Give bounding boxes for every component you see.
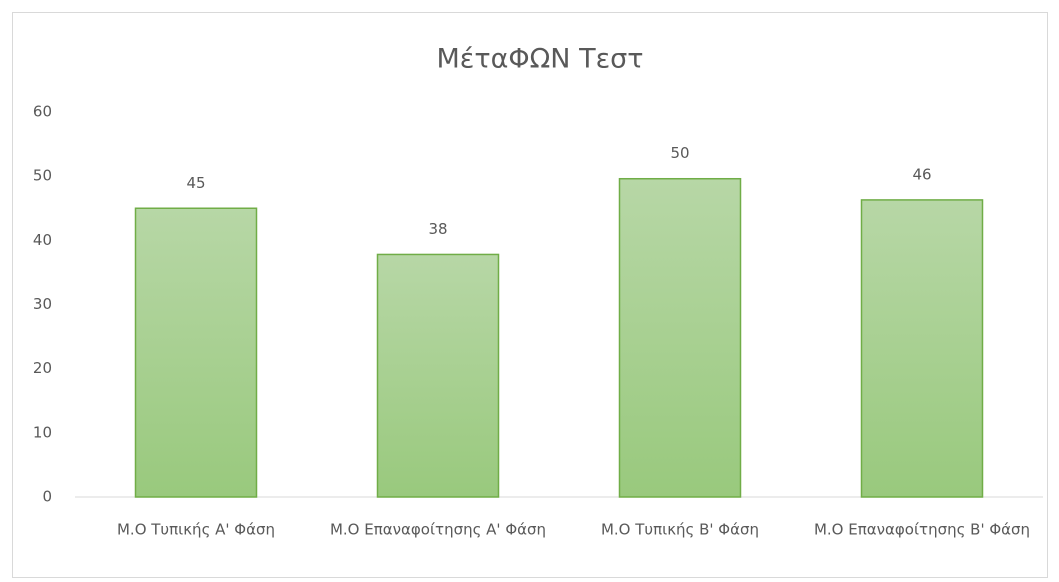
y-tick-label: 60	[33, 103, 52, 121]
data-label: 45	[186, 174, 205, 192]
bar	[376, 253, 500, 498]
y-tick-label: 50	[33, 167, 52, 185]
x-tick-label: Μ.Ο Τυπικής Β' Φάση	[601, 521, 759, 539]
x-tick-label: Μ.Ο Επαναφοίτησης Β' Φάση	[814, 521, 1030, 539]
x-tick-label: Μ.Ο Τυπικής Α' Φάση	[117, 521, 275, 539]
y-tick-label: 0	[42, 488, 52, 506]
data-label: 50	[670, 144, 689, 162]
y-tick-label: 10	[33, 423, 52, 441]
y-tick-label: 40	[33, 231, 52, 249]
y-tick-label: 30	[33, 295, 52, 313]
data-label: 46	[912, 165, 931, 183]
bar	[618, 177, 742, 498]
chart-title: ΜέταΦΩΝ Τεστ	[436, 44, 643, 75]
x-tick-label: Μ.Ο Επαναφοίτησης Α' Φάση	[330, 521, 546, 539]
bar	[134, 207, 258, 498]
bar	[860, 199, 984, 498]
y-tick-label: 20	[33, 359, 52, 377]
data-label: 38	[428, 220, 447, 238]
